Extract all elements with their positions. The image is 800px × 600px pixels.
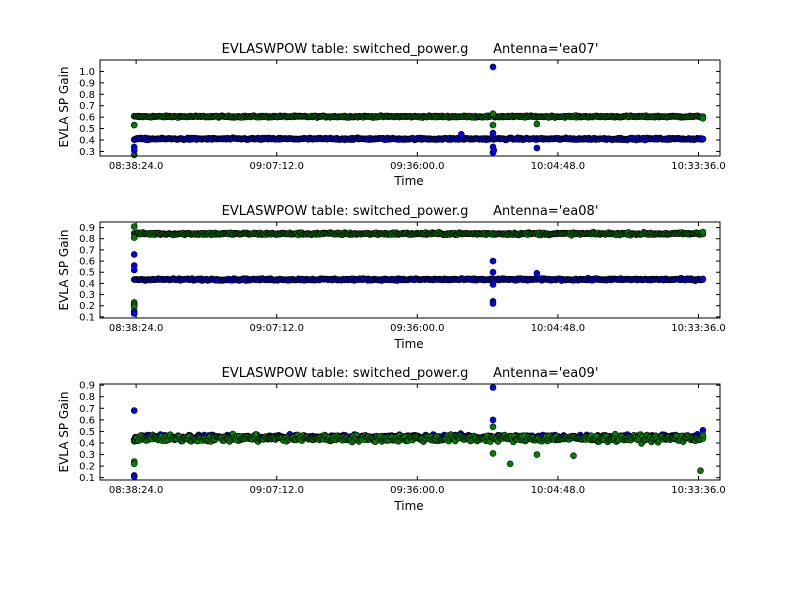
y-tick-label: 0.5 (79, 268, 95, 279)
x-tick-label: 08:38:24.0 (109, 485, 163, 496)
data-point (130, 266, 138, 274)
y-tick-label: 0.9 (79, 381, 95, 392)
data-point (457, 131, 465, 138)
x-tick-label: 09:36:00.0 (390, 161, 444, 172)
subplot-ea07: EVLASWPOW table: switched_power.g Antenn… (57, 42, 726, 188)
y-tick-label: 0.1 (79, 473, 95, 484)
data-point (533, 120, 541, 128)
y-tick-label: 0.8 (79, 392, 95, 403)
data-point (489, 281, 497, 288)
x-tick-label: 10:04:48.0 (531, 323, 585, 334)
y-tick-label: 0.5 (79, 124, 95, 135)
y-tick-label: 0.4 (79, 438, 95, 449)
plot-title: EVLASWPOW table: switched_power.g Antenn… (222, 204, 599, 219)
y-tick-label: 0.2 (79, 301, 95, 312)
axes-frame (99, 59, 721, 157)
data-point (699, 275, 707, 283)
x-tick-label: 09:36:00.0 (390, 485, 444, 496)
data-point (697, 467, 704, 475)
ticks: 08:38:24.0 09:07:12.0 09:36:00.0 10:04:48.0… (79, 60, 726, 172)
x-tick-label: 10:04:48.0 (531, 485, 585, 496)
y-axis-label: EVLA SP Gain (57, 66, 71, 147)
data-point (506, 460, 514, 468)
data-point (489, 300, 497, 307)
x-axis-label: Time (393, 499, 423, 513)
x-tick-label: 08:38:24.0 (109, 161, 163, 172)
x-tick-label: 09:36:00.0 (390, 323, 444, 334)
data-point (489, 129, 497, 137)
data-point (699, 228, 707, 236)
y-tick-label: 0.9 (79, 223, 95, 234)
data-point (130, 147, 138, 154)
y-tick-label: 0.6 (79, 257, 95, 268)
y-tick-label: 0.5 (79, 427, 95, 438)
y-tick-label: 0.9 (79, 78, 95, 89)
y-tick-label: 0.3 (79, 290, 95, 301)
y-tick-label: 0.4 (79, 279, 95, 290)
x-tick-label: 10:33:36.0 (671, 323, 725, 334)
data-point (699, 115, 707, 122)
plot-title: EVLASWPOW table: switched_power.g Antenn… (222, 366, 599, 381)
data-point (130, 234, 138, 241)
data-point (489, 384, 497, 391)
y-axis-label: EVLA SP Gain (57, 229, 71, 310)
y-tick-label: 1.0 (79, 67, 95, 78)
data-point (489, 63, 497, 71)
data-point (489, 416, 497, 424)
data-point (533, 269, 541, 277)
data-point (489, 257, 497, 265)
x-tick-label: 10:33:36.0 (671, 161, 725, 172)
data-point (699, 431, 707, 439)
y-tick-label: 0.8 (79, 234, 95, 245)
subplot-ea08: EVLASWPOW table: switched_power.g Antenn… (57, 204, 726, 351)
y-tick-label: 0.8 (79, 90, 95, 101)
x-tick-label: 09:07:12.0 (249, 323, 303, 334)
data-point (489, 268, 497, 276)
x-axis-label: Time (393, 174, 423, 188)
x-tick-label: 10:33:36.0 (671, 485, 725, 496)
data-point (533, 451, 541, 458)
y-tick-label: 0.7 (79, 101, 95, 112)
data-point (489, 121, 497, 129)
data-point (533, 144, 541, 152)
plot-marks (130, 223, 707, 317)
x-tick-label: 08:38:24.0 (109, 323, 163, 334)
y-tick-label: 0.7 (79, 245, 95, 256)
y-tick-label: 0.4 (79, 136, 95, 147)
y-tick-label: 0.6 (79, 113, 95, 124)
data-point (490, 147, 498, 154)
y-tick-label: 0.3 (79, 147, 95, 158)
y-tick-label: 0.6 (79, 415, 95, 426)
data-point (130, 121, 138, 129)
data-point (130, 460, 138, 468)
plot-marks (130, 63, 707, 159)
y-axis-label: EVLA SP Gain (57, 391, 71, 472)
data-point (130, 407, 138, 414)
plot-title: EVLASWPOW table: switched_power.g Antenn… (222, 42, 599, 57)
data-point (489, 423, 497, 431)
data-point (489, 110, 497, 117)
data-point (489, 450, 497, 457)
x-tick-label: 10:04:48.0 (531, 161, 585, 172)
y-tick-label: 0.1 (79, 312, 95, 323)
x-tick-label: 09:07:12.0 (249, 161, 303, 172)
data-point (570, 452, 577, 460)
data-point (699, 135, 707, 143)
y-tick-label: 0.2 (79, 462, 95, 473)
x-axis-label: Time (393, 337, 423, 351)
y-tick-label: 0.7 (79, 404, 95, 415)
x-tick-label: 09:07:12.0 (249, 485, 303, 496)
y-tick-label: 0.3 (79, 450, 95, 461)
data-point (130, 251, 138, 258)
